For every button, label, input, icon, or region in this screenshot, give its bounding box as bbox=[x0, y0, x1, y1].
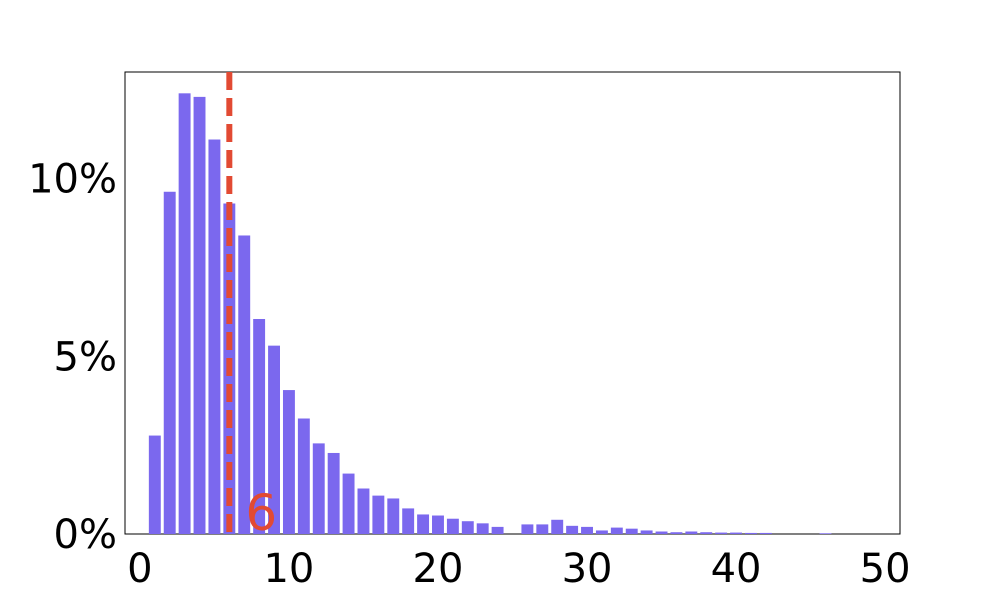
bar bbox=[178, 93, 191, 534]
x-tick-label: 40 bbox=[711, 546, 762, 592]
bar bbox=[357, 488, 370, 534]
bar bbox=[745, 532, 757, 534]
bar bbox=[387, 498, 400, 534]
x-tick-label: 20 bbox=[413, 546, 464, 592]
bar bbox=[208, 139, 221, 534]
reference-line-group: 6 bbox=[226, 72, 277, 542]
y-tick-label: 10% bbox=[28, 157, 117, 203]
x-tick-label: 10 bbox=[263, 546, 314, 592]
bars-group bbox=[148, 93, 832, 535]
bar bbox=[700, 532, 713, 534]
bar bbox=[253, 318, 266, 534]
bar bbox=[402, 508, 415, 534]
bar bbox=[238, 235, 251, 535]
y-tick-label: 5% bbox=[54, 334, 117, 380]
bar bbox=[193, 96, 206, 534]
bar bbox=[461, 521, 474, 534]
bar bbox=[327, 452, 340, 534]
bar bbox=[282, 390, 295, 534]
bar bbox=[372, 495, 385, 534]
bar bbox=[268, 345, 280, 534]
x-axis-ticks: 0 10 20 30 40 50 bbox=[127, 546, 910, 592]
bar bbox=[730, 532, 743, 534]
bar bbox=[819, 533, 832, 534]
bar bbox=[432, 515, 444, 534]
bar bbox=[551, 519, 564, 534]
bar bbox=[342, 473, 355, 534]
bar bbox=[312, 443, 325, 534]
bar bbox=[625, 528, 638, 534]
bar bbox=[685, 531, 698, 534]
bar bbox=[148, 435, 161, 534]
bar bbox=[417, 514, 430, 534]
bar bbox=[595, 530, 608, 534]
bar bbox=[581, 526, 593, 534]
bar bbox=[536, 524, 549, 534]
bar bbox=[566, 525, 579, 534]
bar bbox=[297, 418, 310, 534]
bar bbox=[640, 530, 653, 534]
bar bbox=[655, 531, 668, 534]
bar bbox=[610, 527, 623, 534]
y-tick-label: 0% bbox=[54, 512, 117, 558]
bar bbox=[446, 518, 459, 534]
x-tick-label: 0 bbox=[127, 546, 152, 592]
bar bbox=[491, 526, 504, 534]
bar bbox=[715, 532, 728, 534]
bar bbox=[476, 523, 489, 534]
bar bbox=[521, 524, 534, 534]
y-axis-ticks: 0% 5% 10% bbox=[28, 157, 117, 558]
bar bbox=[670, 532, 683, 534]
plot-frame bbox=[124, 71, 901, 535]
x-tick-label: 50 bbox=[860, 546, 911, 592]
reference-line-label: 6 bbox=[245, 484, 277, 542]
bar bbox=[759, 532, 772, 534]
bar bbox=[163, 191, 176, 534]
x-tick-label: 30 bbox=[562, 546, 613, 592]
